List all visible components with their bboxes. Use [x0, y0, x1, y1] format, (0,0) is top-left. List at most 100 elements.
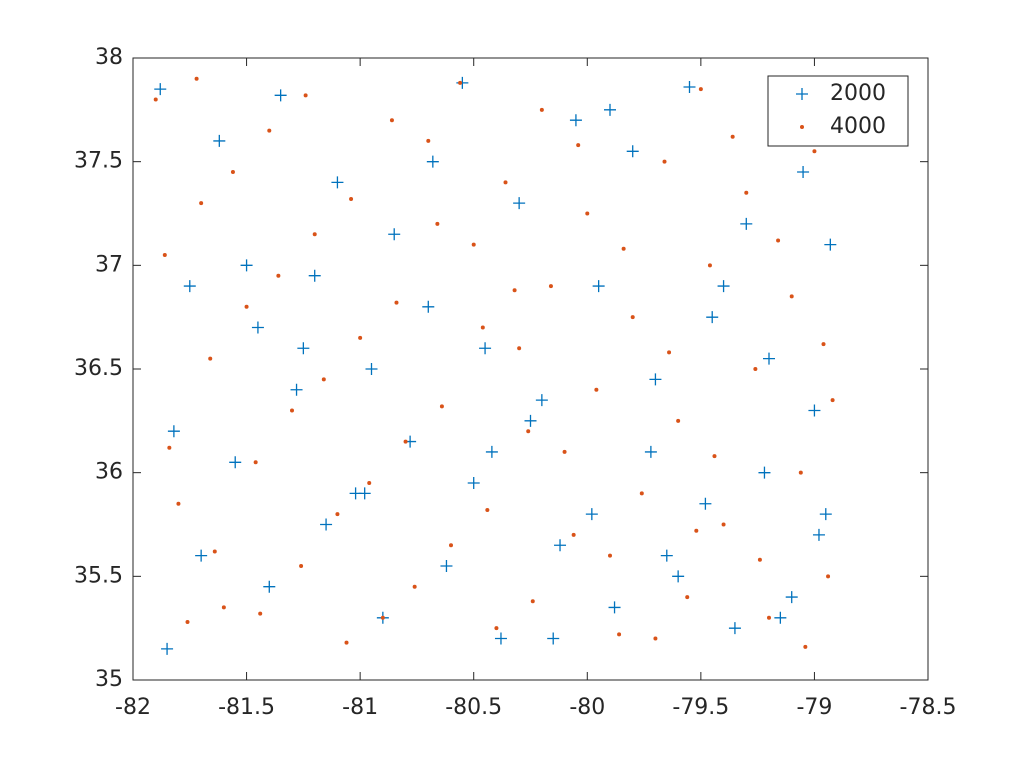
plus-marker	[290, 383, 303, 396]
dot-marker	[389, 118, 394, 123]
dot-marker	[753, 367, 758, 371]
dot-marker	[594, 387, 599, 392]
plus-marker	[358, 487, 371, 500]
plus-marker	[167, 425, 180, 438]
plus-marker	[213, 134, 226, 147]
plus-marker	[740, 217, 753, 230]
dot-marker	[757, 557, 762, 562]
plus-marker	[388, 228, 401, 241]
dot-marker	[653, 636, 658, 641]
dot-marker	[826, 574, 831, 579]
dot-marker	[526, 429, 531, 434]
x-tick-label: -81.5	[218, 695, 275, 720]
y-tick-label: 38	[95, 45, 123, 70]
plus-marker	[513, 197, 526, 210]
plus-marker	[706, 311, 719, 324]
dot-marker	[712, 454, 717, 459]
dot-marker	[199, 201, 204, 206]
dot-marker	[185, 619, 190, 624]
plus-marker	[485, 445, 498, 458]
plus-marker	[308, 269, 321, 282]
dot-marker	[258, 611, 263, 616]
plus-marker	[479, 342, 492, 355]
plus-marker	[494, 632, 507, 645]
x-tick-label: -80	[569, 695, 605, 720]
plus-marker	[626, 145, 639, 158]
dot-marker	[480, 325, 485, 330]
plus-marker	[274, 89, 287, 102]
plus-marker	[535, 394, 548, 407]
plus-marker	[263, 580, 276, 593]
dot-marker	[439, 404, 444, 409]
dot-marker	[539, 107, 544, 112]
dot-marker	[276, 273, 281, 278]
plus-marker	[728, 622, 741, 635]
x-tick-label: -79.5	[672, 695, 729, 720]
dot-marker	[617, 632, 622, 637]
plus-marker	[672, 570, 685, 583]
plus-marker	[251, 321, 264, 334]
plus-marker	[763, 352, 775, 365]
y-tick-label: 36.5	[74, 356, 123, 381]
dot-marker	[517, 346, 522, 351]
plus-marker	[592, 280, 605, 293]
dot-marker	[176, 501, 181, 506]
dot-marker	[812, 149, 817, 154]
plus-marker	[422, 300, 435, 313]
plus-marker	[649, 373, 662, 386]
dot-marker	[821, 342, 826, 347]
dot-marker	[530, 599, 535, 604]
plus-marker	[717, 280, 730, 293]
dot-marker	[208, 356, 213, 361]
dot-marker	[621, 246, 626, 251]
dot-marker	[153, 97, 158, 102]
plus-marker	[569, 114, 582, 127]
dot-marker	[194, 76, 199, 81]
plus-marker	[824, 238, 837, 251]
dot-marker	[485, 507, 490, 512]
y-tick-label: 35.5	[74, 563, 123, 588]
x-tick-label: -81	[342, 695, 378, 720]
dot-marker	[776, 238, 781, 243]
plus-marker	[604, 103, 616, 116]
dot-marker	[698, 87, 703, 92]
dot-marker	[344, 640, 349, 645]
dot-marker	[299, 563, 304, 568]
plus-marker	[161, 642, 174, 655]
dot-marker	[267, 128, 272, 133]
dot-marker	[426, 138, 431, 143]
dot-marker	[694, 528, 699, 533]
plus-marker	[683, 81, 696, 94]
plus-marker	[426, 155, 439, 168]
dot-marker	[630, 315, 635, 320]
dot-marker	[458, 80, 463, 85]
plus-marker	[808, 404, 821, 417]
dot-marker	[212, 549, 217, 554]
dot-marker	[253, 460, 258, 465]
dot-marker	[639, 491, 644, 496]
dot-marker	[380, 615, 385, 620]
dot-marker	[494, 626, 499, 631]
plus-marker	[524, 414, 537, 427]
dot-marker	[662, 159, 667, 164]
dot-marker	[676, 418, 681, 423]
plus-marker	[585, 508, 598, 521]
y-tick-label: 35	[95, 667, 123, 692]
dot-marker	[503, 180, 508, 185]
plus-marker	[660, 549, 673, 562]
dot-marker	[667, 350, 672, 355]
plus-marker	[331, 176, 344, 189]
dot-marker	[358, 335, 363, 340]
plus-marker	[785, 591, 798, 604]
plus-marker	[644, 445, 657, 458]
plus-marker	[365, 363, 378, 375]
legend-box	[767, 75, 909, 147]
plus-marker	[699, 497, 712, 510]
plus-marker	[154, 83, 167, 96]
plus-marker	[297, 342, 310, 355]
plus-marker	[796, 88, 808, 100]
dot-marker	[562, 449, 567, 454]
plus-marker	[797, 166, 810, 179]
